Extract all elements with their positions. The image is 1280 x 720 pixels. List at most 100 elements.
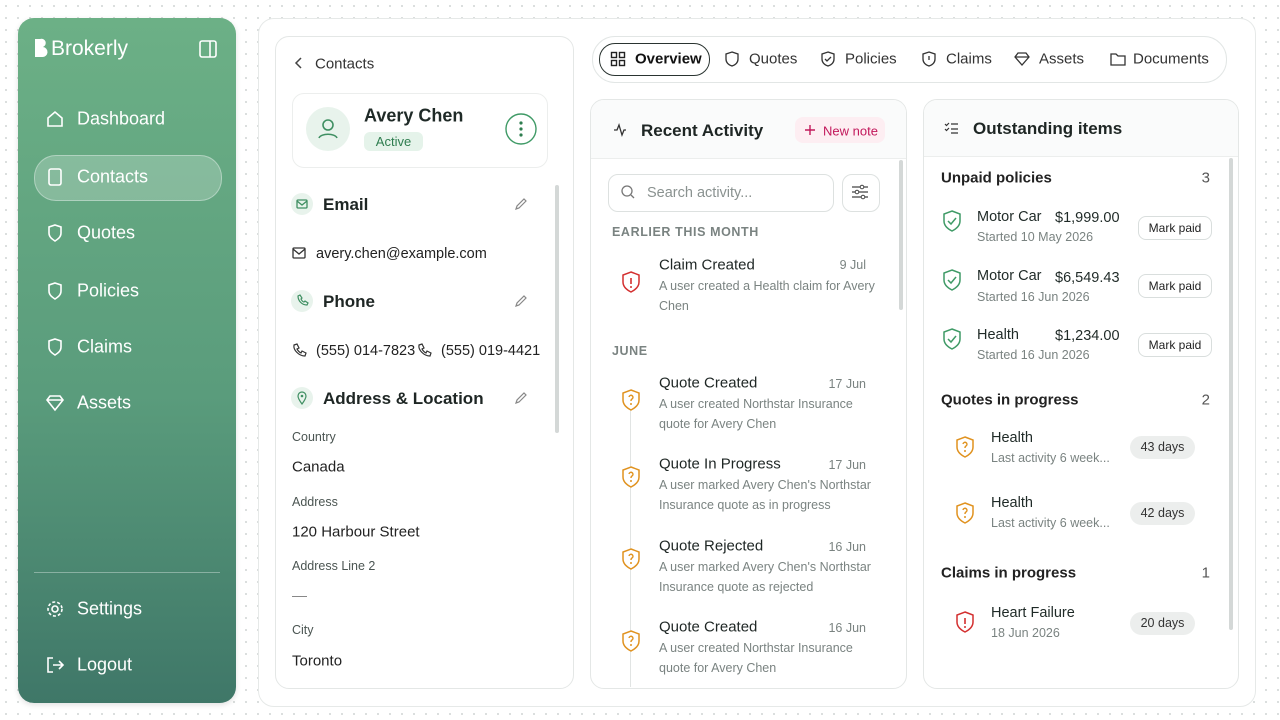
activity-description: A user created Northstar Insurance quote…: [659, 641, 853, 675]
edit-button[interactable]: [514, 294, 528, 308]
email-icon: [292, 247, 306, 259]
phone-value[interactable]: (555) 014-7823: [316, 343, 416, 359]
item-subtitle: Started 16 Jun 2026: [977, 290, 1090, 304]
tab[interactable]: Overview: [635, 50, 702, 68]
quote-icon: [956, 436, 974, 458]
activity-date: 16 Jun: [828, 621, 866, 635]
nav-item[interactable]: Logout: [77, 654, 133, 675]
field-value: Canada: [292, 458, 345, 476]
item-name: Motor Car: [977, 268, 1042, 284]
mark-paid-button[interactable]: Mark paid: [1138, 274, 1212, 298]
phone-value[interactable]: (555) 019-4421: [441, 343, 541, 359]
tab-icon: [1110, 53, 1126, 66]
email-value[interactable]: avery.chen@example.com: [316, 246, 487, 262]
activity-icon: [614, 123, 626, 137]
tab[interactable]: Documents: [1133, 50, 1209, 68]
item-amount: $6,549.43: [1055, 270, 1120, 286]
tab-icon: [610, 51, 626, 67]
policy-icon: [943, 210, 961, 232]
nav-item[interactable]: Claims: [77, 336, 133, 357]
back-icon: [294, 57, 302, 69]
mark-paid-button[interactable]: Mark paid: [1138, 216, 1212, 240]
activity-date: 17 Jun: [828, 458, 866, 472]
section-count: 3: [1201, 169, 1210, 187]
section-icon: [291, 387, 313, 409]
nav-item[interactable]: Quotes: [77, 222, 136, 243]
plus-icon: [805, 125, 815, 135]
section-title: Phone: [323, 292, 375, 311]
panel-title: Outstanding items: [973, 119, 1123, 138]
quote-icon: [622, 389, 640, 411]
nav-item[interactable]: Policies: [77, 280, 140, 301]
nav-icon: [47, 601, 63, 617]
back-link[interactable]: Contacts: [315, 55, 375, 73]
phone-icon: [293, 343, 307, 357]
tab[interactable]: Claims: [946, 50, 992, 68]
list-icon: [944, 122, 958, 134]
filter-button[interactable]: [842, 174, 880, 212]
tab-icon: [1014, 52, 1030, 66]
avatar: [306, 107, 350, 151]
field-label: Address Line 2: [292, 559, 376, 573]
days-badge: 42 days: [1130, 502, 1195, 525]
field-value: 120 Harbour Street: [292, 523, 420, 541]
tab[interactable]: Assets: [1039, 50, 1085, 68]
search-input[interactable]: [608, 174, 834, 212]
activity-description: A user marked Avery Chen's Northstar Ins…: [659, 560, 871, 594]
item-name: Health: [991, 495, 1033, 511]
collapse-button[interactable]: [199, 40, 217, 58]
search-placeholder: Search activity...: [647, 185, 753, 201]
outstanding-panel: [923, 99, 1239, 689]
nav-icon: [45, 395, 65, 412]
tab-icon: [725, 51, 739, 67]
timeline-line: [630, 398, 631, 687]
item-name: Health: [977, 327, 1019, 343]
edit-button[interactable]: [514, 391, 528, 405]
section-title: Quotes in progress: [941, 391, 1079, 409]
field-label: City: [292, 623, 314, 637]
section-icon: [291, 290, 313, 312]
activity-description: A user marked Avery Chen's Northstar Ins…: [659, 478, 871, 512]
activity-title: Claim Created: [659, 256, 755, 274]
sidebar: Brokerly Dashboard Contacts Quotes Polic…: [18, 18, 236, 703]
brand: Brokerly: [51, 37, 129, 60]
item-subtitle: Last activity 6 week...: [991, 516, 1110, 530]
active-tab: [599, 43, 710, 76]
field-value: Toronto: [292, 652, 343, 670]
nav-item[interactable]: Settings: [77, 598, 143, 619]
section-title: Unpaid policies: [941, 169, 1052, 187]
new-note-label[interactable]: New note: [823, 123, 878, 139]
divider: [34, 572, 220, 573]
nav-item[interactable]: Dashboard: [77, 108, 166, 129]
activity-date: 17 Jun: [828, 377, 866, 391]
claim-icon: [622, 271, 640, 293]
nav-item[interactable]: Contacts: [77, 166, 149, 187]
section-count: 1: [1201, 564, 1210, 582]
scrollbar: [1229, 158, 1233, 630]
group-label: EARLIER THIS MONTH: [612, 225, 759, 239]
quote-icon: [956, 502, 974, 524]
activity-title: Quote Created: [659, 374, 758, 392]
nav-icon: [48, 168, 62, 186]
days-badge: 20 days: [1130, 612, 1195, 635]
filter-icon: [852, 184, 868, 200]
nav-icon: [48, 224, 62, 242]
section-title: Email: [323, 195, 369, 214]
item-amount: $1,999.00: [1055, 210, 1120, 226]
activity-title: Quote Rejected: [659, 537, 764, 555]
mark-paid-button[interactable]: Mark paid: [1138, 333, 1212, 357]
item-subtitle: Started 16 Jun 2026: [977, 348, 1090, 362]
status-badge: Active: [364, 132, 423, 151]
edit-button[interactable]: [514, 197, 528, 211]
item-amount: $1,234.00: [1055, 328, 1120, 344]
field-label: Country: [292, 430, 336, 444]
more-button[interactable]: [505, 113, 537, 145]
tab[interactable]: Policies: [845, 50, 897, 68]
tab[interactable]: Quotes: [749, 50, 798, 68]
item-subtitle: Last activity 6 week...: [991, 451, 1110, 465]
nav-item[interactable]: Assets: [77, 392, 132, 413]
contact-name: Avery Chen: [364, 105, 464, 126]
tab-icon: [922, 51, 936, 67]
panel-header: [924, 100, 1238, 157]
